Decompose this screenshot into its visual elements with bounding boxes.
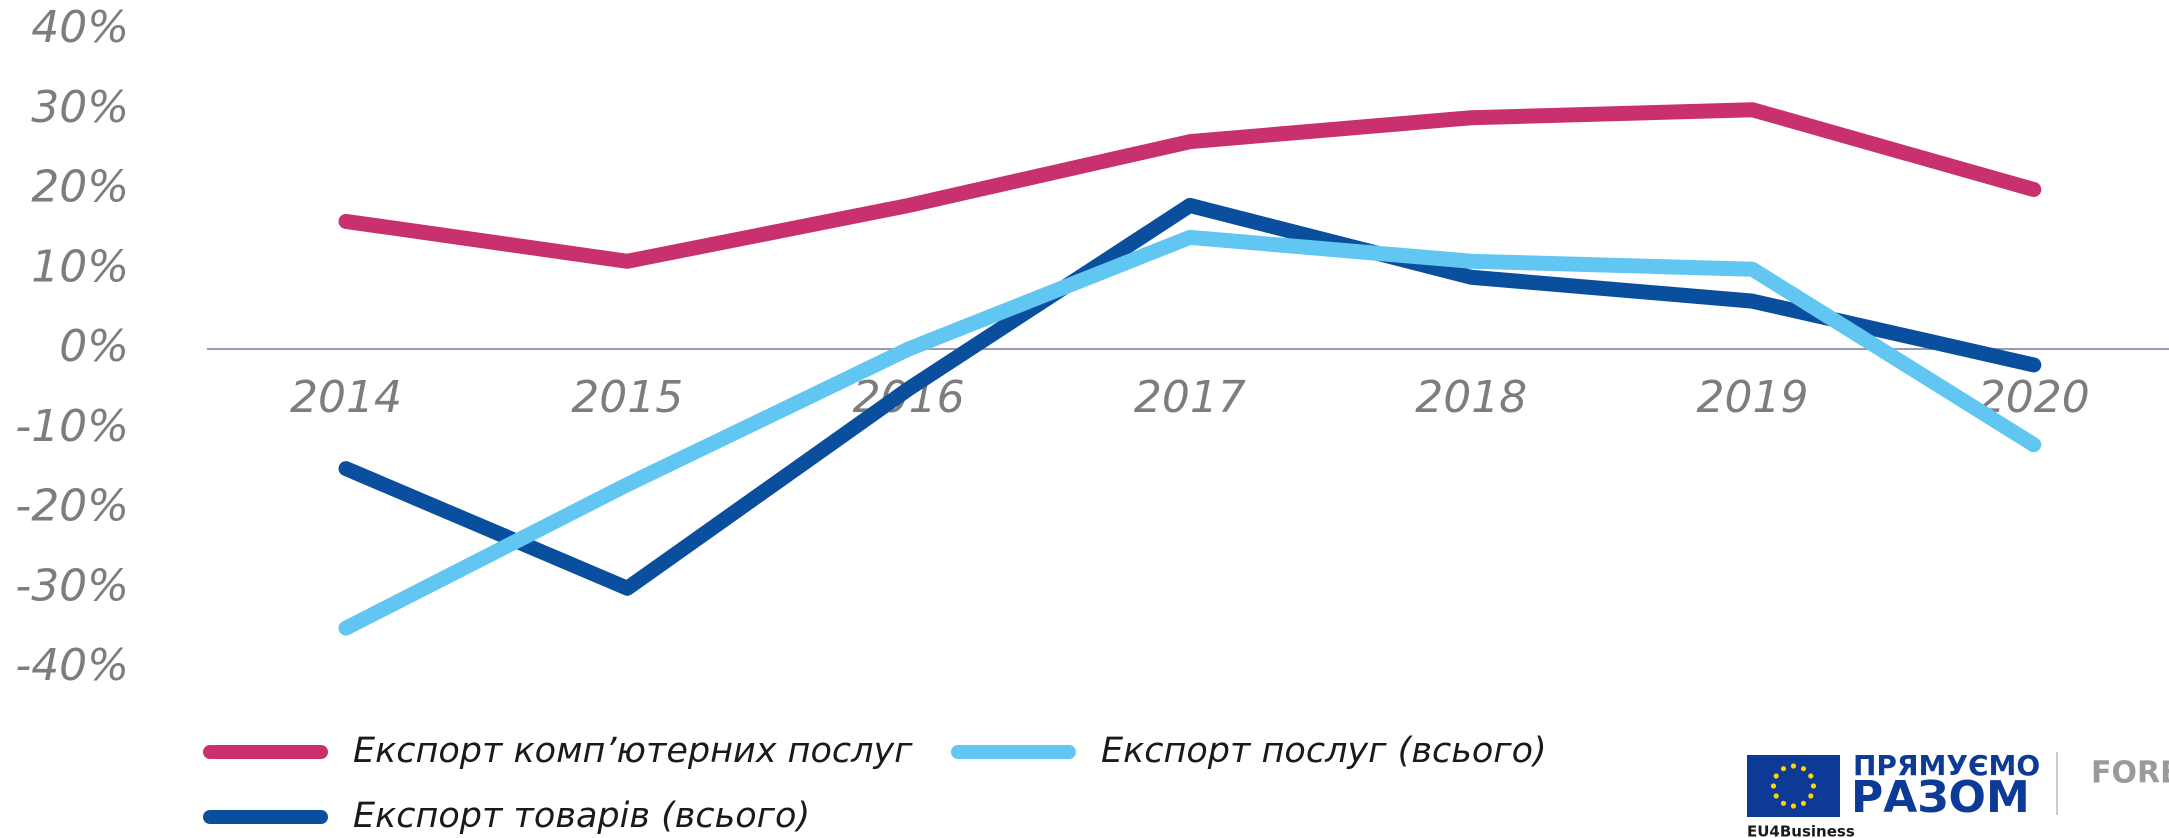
eu-star <box>1773 773 1779 779</box>
x-tick-label: 2018 <box>1415 372 1527 423</box>
x-tick-label: 2017 <box>1134 372 1246 423</box>
legend-label: Експорт товарів (всього) <box>353 796 810 836</box>
eu-star <box>1800 766 1807 772</box>
y-tick-label: -40% <box>15 640 129 691</box>
eu-star <box>1808 773 1814 779</box>
eu-star <box>1808 793 1814 799</box>
logo-line2: РАЗОМ <box>1851 772 2030 823</box>
eu-star <box>1790 803 1797 809</box>
series-line <box>338 102 2042 269</box>
series-line <box>338 197 2042 596</box>
x-tick-label: 2019 <box>1697 372 1809 423</box>
eu-star <box>1800 800 1807 806</box>
y-tick-label: 10% <box>31 241 129 292</box>
x-tick-label: 2015 <box>571 372 683 423</box>
eu-star <box>1773 793 1779 799</box>
eu-stars <box>1770 763 1817 809</box>
logo-partner: FORBES <box>2091 756 2169 791</box>
y-tick-label: -20% <box>15 481 129 532</box>
eu-star <box>1810 783 1817 789</box>
y-tick-label: 30% <box>31 82 129 133</box>
logo-eu: EU4Business <box>1747 823 1855 838</box>
y-tick-label: 0% <box>59 321 129 372</box>
eu-star <box>1790 763 1797 769</box>
eu-star <box>1780 766 1787 772</box>
y-tick-label: 40% <box>31 2 129 53</box>
y-tick-label: -30% <box>15 560 129 611</box>
x-tick-label: 2014 <box>290 372 402 423</box>
legend-label: Експорт комп’ютерних послуг <box>353 731 913 771</box>
eu-star <box>1770 783 1777 789</box>
series-line <box>338 229 2042 636</box>
y-tick-label: -10% <box>15 401 129 452</box>
y-tick-label: 20% <box>31 162 129 213</box>
legend-label: Експорт послуг (всього) <box>1101 731 1547 771</box>
eu-star <box>1780 800 1787 806</box>
logo-line1: ПРЯМУЄМО <box>1853 749 2040 782</box>
